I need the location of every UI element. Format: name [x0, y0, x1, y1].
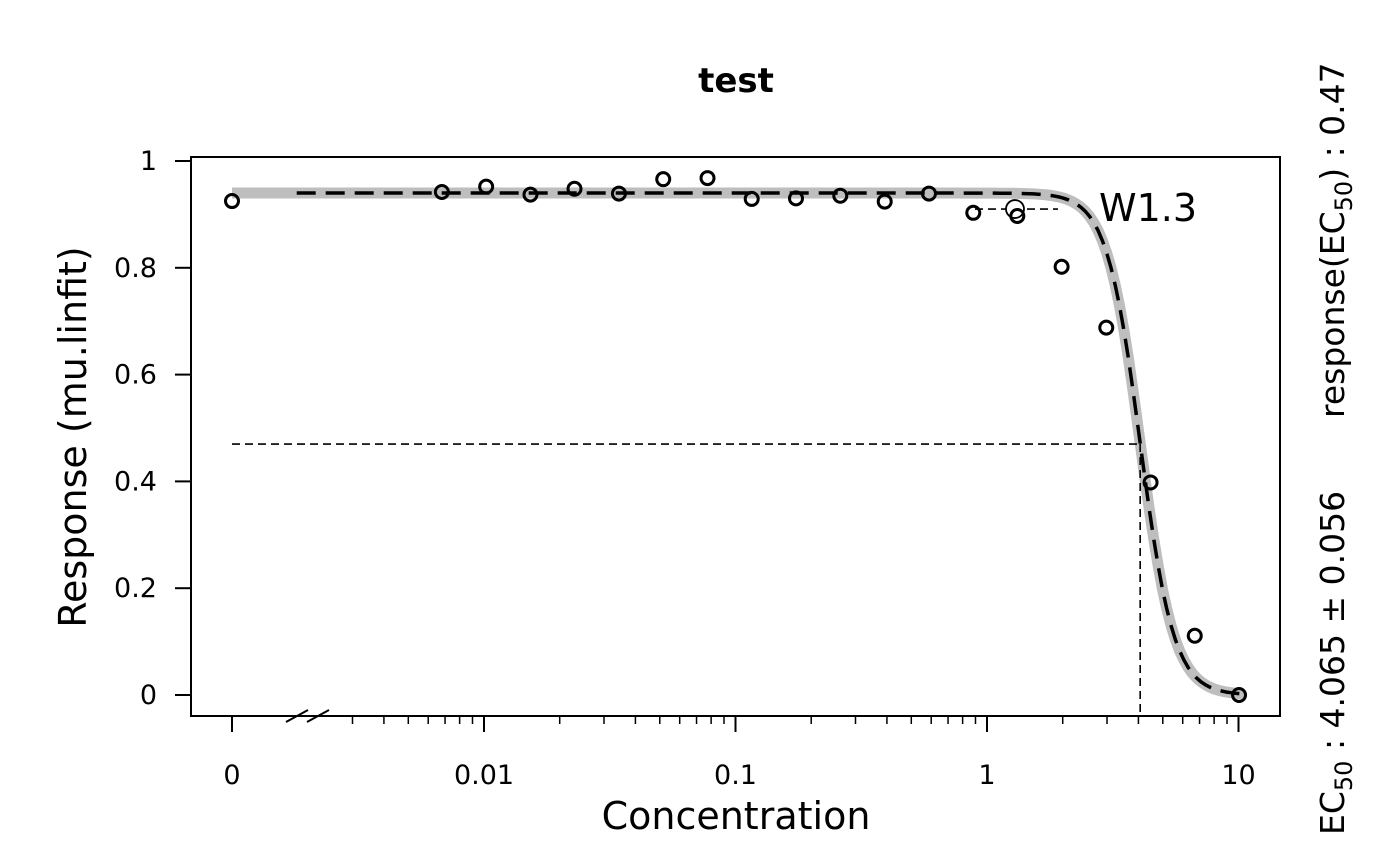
y-tick-label: 1 — [140, 146, 157, 177]
data-point — [920, 185, 937, 202]
legend-label: W1.3 — [1099, 186, 1197, 230]
y-tick-label: 0.2 — [114, 573, 157, 604]
x-tick-label: 0.1 — [714, 760, 757, 791]
data-point — [478, 178, 495, 195]
plot-area: 00.20.40.60.810 0.01 0.1 1 10 — [114, 146, 1281, 791]
data-point — [743, 190, 760, 207]
fit-line — [296, 191, 1240, 696]
data-point — [566, 180, 583, 197]
chart-title: test — [698, 61, 774, 101]
data-point — [965, 204, 982, 221]
side-annotation: EC50 : 4.065 ± 0.056 response(EC50) : 0.… — [1313, 62, 1358, 835]
y-axis-title: Response (mu.linfit) — [51, 246, 95, 627]
data-point — [655, 171, 672, 188]
x-tick-label: 1 — [978, 760, 995, 791]
x-axis-title: Concentration — [602, 794, 871, 838]
data-point — [699, 170, 716, 187]
data-point — [1098, 319, 1115, 336]
x-tick-label: 0.01 — [454, 760, 514, 791]
y-tick-label: 0.8 — [114, 253, 157, 284]
data-point — [433, 183, 450, 200]
y-tick-label: 0.4 — [114, 466, 157, 497]
axis-break-mark — [285, 709, 309, 723]
data-point — [610, 185, 627, 202]
data-point — [1231, 687, 1248, 703]
x-tick-label: 0 — [223, 760, 240, 791]
axis-break-mark — [306, 709, 330, 723]
data-point — [832, 187, 849, 204]
data-point — [1053, 258, 1070, 275]
y-tick-label: 0.6 — [114, 360, 157, 391]
data-point — [522, 186, 539, 203]
ec50-annotation: EC50 : 4.065 ± 0.056 — [1313, 491, 1358, 835]
data-point — [1142, 474, 1159, 491]
data-point — [224, 193, 240, 210]
x-tick-label: 10 — [1221, 760, 1255, 791]
data-point — [1186, 627, 1203, 644]
response-ec50-annotation: response(EC50) : 0.47 — [1313, 62, 1358, 418]
data-point — [1009, 208, 1026, 225]
data-point — [876, 193, 893, 210]
y-tick-label: 0 — [140, 680, 157, 711]
plot-frame — [190, 156, 1281, 717]
data-point — [787, 190, 804, 207]
